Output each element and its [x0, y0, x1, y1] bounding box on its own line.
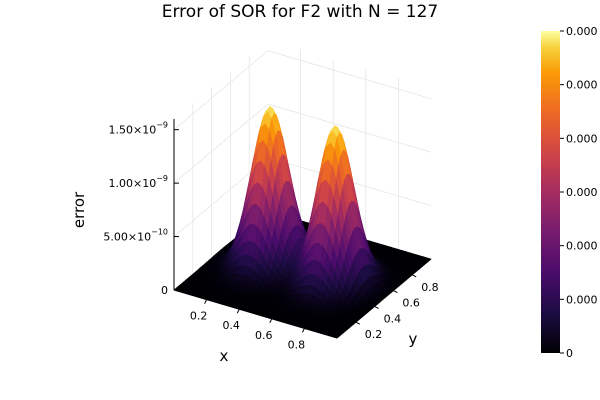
z-axis-label: error	[70, 191, 88, 228]
surface-plot	[173, 105, 432, 339]
z-tick-base: 1.00×10	[108, 177, 156, 190]
colorbar-tick-label: 0.000	[566, 293, 598, 306]
y-tick-label: 0.4	[384, 312, 402, 325]
colorbar-tick-label: 0.000	[566, 240, 598, 253]
x-tick-mark	[301, 328, 305, 333]
z-tick-exponent: −10	[151, 228, 168, 237]
y-tick-mark	[355, 321, 361, 325]
z-tick-base: 1.50×10	[108, 124, 156, 137]
colorbar: 0 0.000 0.000 0.000 0.000 0.000 0.000	[541, 25, 598, 360]
z-tick-base: 0	[161, 284, 168, 297]
x-tick-label: 0.4	[222, 319, 240, 332]
tick-labels: 0.20.40.60.80.20.40.60.805.00×10−101.00×…	[103, 121, 438, 352]
y-tick-label: 0.2	[365, 328, 383, 341]
y-tick-mark	[374, 305, 379, 309]
z-tick-exponent: −9	[156, 121, 168, 130]
x-tick-label: 0.6	[255, 329, 273, 342]
colorbar-tick-label: 0	[566, 347, 573, 360]
colorbar-tick-label: 0.000	[566, 132, 598, 145]
z-gridline	[173, 50, 432, 131]
colorbar-gradient	[541, 31, 560, 353]
colorbar-tick-label: 0.000	[566, 25, 598, 38]
y-tick-label: 0.8	[421, 281, 439, 294]
x-tick-label: 0.8	[288, 338, 306, 351]
colorbar-ticks: 0 0.000 0.000 0.000 0.000 0.000 0.000	[560, 25, 598, 360]
z-tick-label: 0	[161, 284, 168, 297]
z-tick-label: 1.00×10−9	[108, 174, 168, 190]
x-tick-mark	[236, 308, 240, 314]
x-axis-label: x	[220, 347, 229, 365]
y-axis-label: y	[409, 330, 418, 348]
x-tick-label: 0.2	[190, 310, 208, 323]
surface-cell	[332, 334, 341, 339]
colorbar-tick-label: 0.000	[566, 79, 598, 92]
z-tick-label: 5.00×10−10	[103, 228, 168, 244]
colorbar-tick-label: 0.000	[566, 186, 598, 199]
x-tick-mark	[269, 318, 273, 324]
z-tick-label: 1.50×10−9	[108, 121, 168, 137]
z-tick-base: 5.00×10	[103, 231, 151, 244]
y-tick-mark	[411, 274, 417, 278]
z-tick-exponent: −9	[156, 174, 168, 183]
chart-title: Error of SOR for F2 with N = 127	[162, 2, 438, 22]
y-tick-label: 0.6	[402, 297, 420, 310]
z-gridline	[173, 103, 432, 184]
y-tick-mark	[393, 290, 398, 294]
x-tick-mark	[204, 299, 208, 304]
